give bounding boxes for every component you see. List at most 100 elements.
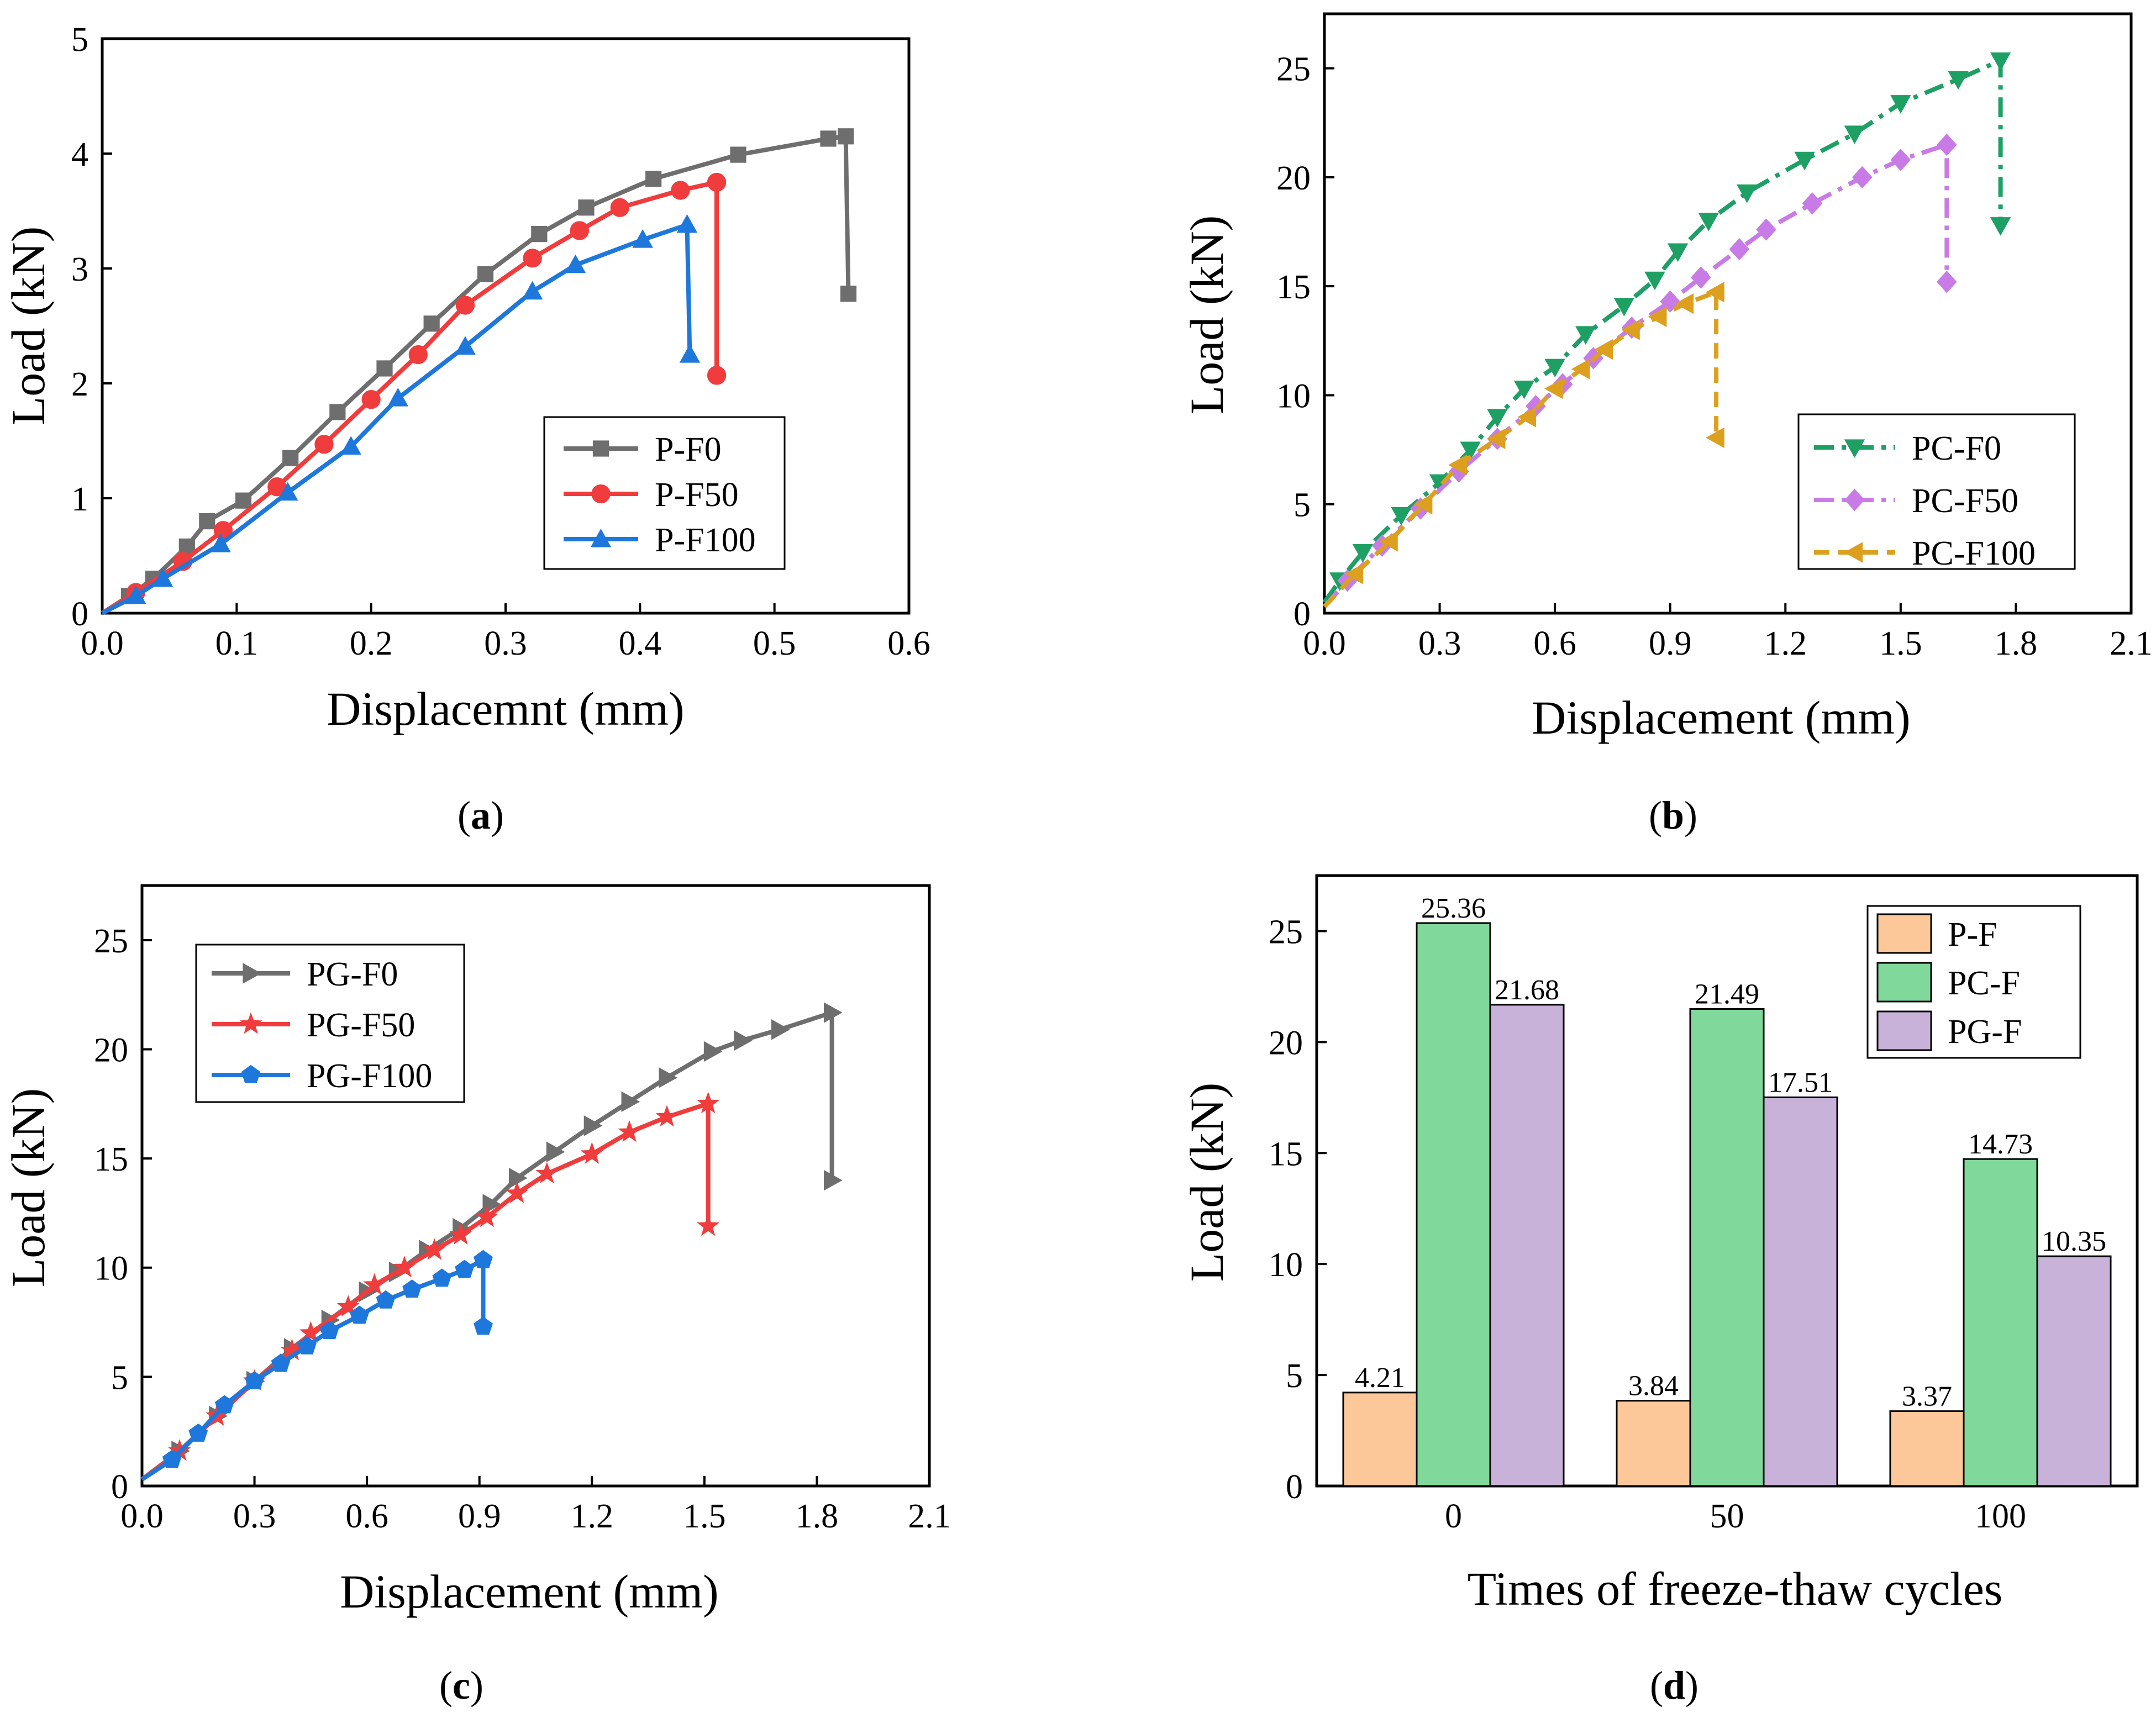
data-point [361,389,381,409]
data-point [679,344,701,363]
panel-a-y-axis-label: Load (kN) [2,226,55,426]
x-tick-label: 0.0 [81,625,124,662]
panel-b-load-displacement-chart: 0.0 0.3 0.6 0.9 1.2 1.5 1.8 2.1 0 5 10 15 20 25 PC-F… [1180,12,2153,837]
panel-a-y-ticks: 0 1 2 3 4 5 [71,21,112,633]
legend-swatch [1876,913,1932,954]
data-point [676,214,698,233]
legend-marker [591,484,611,504]
legend-item-PG-F50: PG-F50 [212,1006,415,1044]
data-point [522,281,543,300]
data-point [1690,266,1711,289]
x-tick-label: 0.1 [215,625,259,662]
data-point [125,585,146,604]
panel-b-series [1322,52,2011,608]
panel-d-label: (d) [1650,1663,1698,1708]
panel-c-load-displacement-chart: 0.0 0.3 0.6 0.9 1.2 1.5 1.8 2.1 0 5 10 15 20 25 PG-F… [2,884,951,1708]
data-point [245,1371,264,1389]
legend-item-P-F100: P-F100 [564,521,756,559]
legend-label: P-F [1948,916,1997,953]
series-P-F50 [101,172,727,615]
x-tick-label: 0.3 [1418,625,1461,662]
panel-b-label: (b) [1649,793,1697,837]
data-point [350,1305,369,1324]
panel-c-series [140,1002,843,1482]
legend-item-P-F50: P-F50 [564,476,739,514]
bar-value-label: 10.35 [2042,1226,2106,1257]
data-point [1460,441,1481,461]
bar-value-label: 3.37 [1902,1381,1952,1413]
data-point [697,1092,720,1114]
data-point [1675,293,1694,314]
x-tick-label: 0.2 [350,625,393,662]
y-tick-label: 0 [1293,595,1311,633]
bar-value-label: 3.84 [1628,1371,1679,1402]
data-point [329,404,346,420]
data-point [1648,306,1667,328]
data-point [703,1041,723,1062]
data-point [823,1002,843,1023]
data-point [152,568,173,587]
data-point [1575,326,1596,345]
data-point [387,387,409,407]
x-tick-label: 0.6 [345,1498,388,1535]
data-point [1706,427,1724,449]
series-PG-F: 21.68 17.51 10.35 [1489,974,2112,1487]
legend-item-PG-F: PG-F [1876,1010,2022,1051]
data-point [1448,455,1467,476]
x-tick-label: 1.2 [571,1498,614,1535]
x-tick-label: 0.9 [458,1498,501,1535]
data-point [314,435,334,454]
data-point [1344,563,1364,584]
data-point [1352,544,1374,563]
data-point [565,254,586,273]
panel-d-y-ticks: 0 5 10 15 20 25 [1269,913,1327,1506]
legend-item-PC-F0: PC-F0 [1814,430,2001,467]
y-tick-label: 5 [1293,487,1311,524]
data-point [621,1091,640,1113]
panel-d-x-axis-label: Times of freeze-thaw cycles [1468,1562,2003,1615]
x-tick-label: 0.3 [484,625,527,662]
data-point [199,513,215,530]
data-point [1990,52,2011,71]
data-point [578,199,595,216]
y-tick-label: 1 [71,481,88,518]
legend-marker [241,1064,261,1083]
x-tick-label: 0.0 [120,1498,164,1535]
data-point [707,172,727,192]
data-point [523,249,542,268]
bar-value-label: 14.73 [1968,1129,2033,1160]
panel-b-x-axis-label: Displacement (mm) [1532,691,1910,744]
data-point [423,1238,446,1260]
legend-item-P-F0: P-F0 [564,431,722,468]
legend-swatch [1876,1010,1932,1051]
y-tick-label: 3 [71,251,88,288]
x-tick-label: 100 [1975,1498,2026,1535]
panel-d-y-axis-label: Load (kN) [1180,1083,1233,1282]
panel-c-y-ticks: 0 5 10 15 20 25 [94,923,152,1506]
series-PC-F100 [1323,282,1724,608]
data-point [535,1162,559,1184]
x-tick-label: 1.5 [1879,625,1922,662]
data-point [1948,71,1969,90]
data-point [583,1115,603,1136]
data-point [1706,282,1724,303]
data-point [840,286,857,302]
panel-c-label: (c) [439,1663,483,1708]
data-point [297,1336,317,1355]
y-tick-label: 20 [1276,160,1311,197]
data-point [423,315,440,332]
data-point [580,1142,603,1164]
legend-marker [1844,542,1863,563]
bar-value-label: 21.68 [1495,974,1559,1006]
legend-item-PC-F: PC-F [1876,962,2020,1003]
panel-d-x-ticks: 0 50 100 [1445,1476,2026,1535]
legend-label: PC-F50 [1912,482,2018,520]
data-point [1737,184,1758,203]
y-tick-label: 5 [111,1359,128,1396]
data-point [632,229,653,248]
panel-c-x-ticks: 0.0 0.3 0.6 0.9 1.2 1.5 1.8 2.1 [120,1476,951,1535]
x-tick-label: 0.6 [1533,625,1576,662]
y-tick-label: 10 [1276,377,1311,415]
